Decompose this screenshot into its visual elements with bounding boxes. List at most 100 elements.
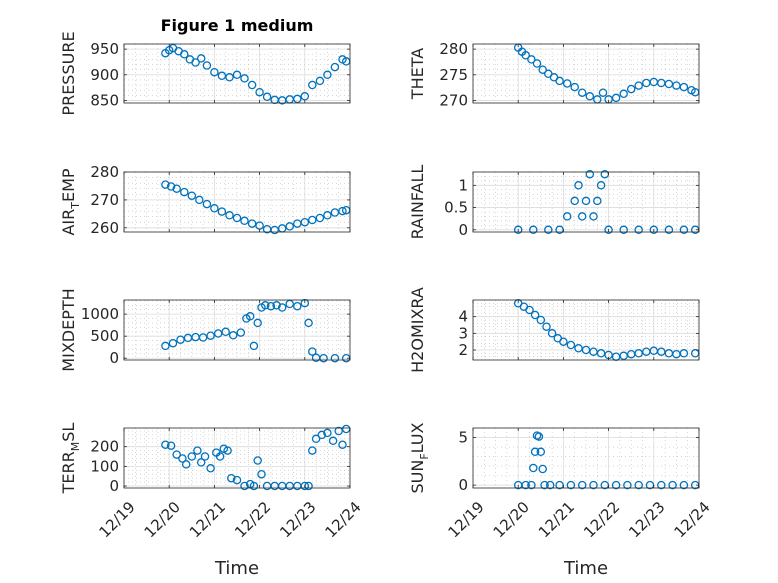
y-axis-label: H2OMIXRA bbox=[408, 287, 427, 373]
data-point bbox=[240, 74, 249, 83]
data-point bbox=[323, 211, 332, 220]
data-point bbox=[228, 331, 238, 340]
x-axis-label: Time bbox=[563, 558, 608, 579]
data-point bbox=[598, 88, 608, 97]
y-tick-label: 1 bbox=[458, 176, 468, 194]
data-point bbox=[213, 329, 223, 338]
data-point bbox=[262, 92, 272, 102]
data-point bbox=[626, 84, 636, 94]
data-point bbox=[521, 480, 530, 490]
data-point bbox=[593, 196, 602, 206]
data-point bbox=[240, 481, 249, 491]
data-points bbox=[161, 298, 351, 363]
x-tick-label: 12/22 bbox=[580, 498, 623, 541]
data-point bbox=[308, 347, 317, 356]
data-point bbox=[330, 353, 340, 363]
data-point bbox=[300, 481, 310, 491]
data-point bbox=[574, 181, 583, 190]
y-tick-label: 0 bbox=[458, 221, 468, 239]
data-point bbox=[253, 318, 262, 328]
data-points bbox=[161, 424, 351, 491]
data-point bbox=[330, 62, 340, 72]
data-point bbox=[559, 337, 568, 346]
y-axis-label: SUNFLUX bbox=[408, 422, 431, 493]
data-point bbox=[338, 206, 347, 216]
data-point bbox=[585, 169, 595, 179]
x-tick-label: 12/19 bbox=[95, 498, 138, 541]
data-point bbox=[300, 217, 310, 227]
data-point bbox=[196, 458, 206, 467]
axes-box bbox=[123, 299, 351, 361]
data-point bbox=[611, 480, 621, 490]
y-tick-label: 270 bbox=[90, 191, 119, 209]
data-point bbox=[300, 298, 310, 308]
data-point bbox=[664, 225, 674, 235]
y-tick-label: 280 bbox=[90, 163, 119, 181]
data-point bbox=[253, 456, 262, 465]
axes-box bbox=[472, 427, 700, 489]
data-point bbox=[649, 225, 659, 235]
data-point bbox=[527, 480, 536, 490]
data-point bbox=[293, 94, 302, 104]
data-point bbox=[527, 55, 536, 64]
data-point bbox=[161, 440, 170, 449]
subplot-pressure: 850 900 950 PRESSURE Figure 1 medium bbox=[59, 16, 351, 116]
gridlines bbox=[124, 43, 350, 103]
gridlines bbox=[473, 300, 699, 361]
y-tick-label: 5 bbox=[458, 429, 468, 447]
data-point bbox=[570, 82, 579, 92]
data-point bbox=[529, 225, 538, 235]
gridlines bbox=[473, 171, 699, 232]
data-point bbox=[513, 225, 523, 235]
data-point bbox=[538, 65, 547, 74]
y-axis-label: TERRMSL bbox=[59, 423, 82, 495]
y-tick-label: 500 bbox=[90, 327, 119, 345]
data-point bbox=[315, 76, 325, 86]
y-tick-label: 200 bbox=[90, 438, 119, 456]
y-axis-label: MIXDEPTH bbox=[59, 288, 78, 371]
data-point bbox=[589, 347, 598, 356]
data-point bbox=[176, 335, 185, 344]
data-point bbox=[581, 345, 591, 355]
x-tick-label: 12/20 bbox=[141, 498, 184, 541]
data-point bbox=[206, 464, 215, 473]
data-point bbox=[200, 452, 210, 461]
data-point bbox=[225, 211, 234, 220]
data-point bbox=[300, 92, 310, 101]
data-point bbox=[334, 426, 343, 436]
y-tick-label: 900 bbox=[90, 66, 119, 84]
axes-box bbox=[472, 43, 700, 104]
data-point bbox=[232, 475, 242, 485]
y-tick-label: 0 bbox=[109, 349, 119, 367]
data-point bbox=[308, 80, 317, 90]
data-point bbox=[540, 480, 549, 490]
data-point bbox=[166, 182, 176, 191]
data-point bbox=[679, 225, 689, 235]
data-point bbox=[217, 207, 227, 216]
data-point bbox=[261, 301, 270, 310]
axes-box bbox=[472, 299, 700, 361]
data-point bbox=[225, 73, 234, 82]
x-tick-label: 12/19 bbox=[444, 498, 487, 541]
data-point bbox=[210, 204, 219, 213]
axes-box bbox=[123, 43, 351, 104]
x-tick-label: 12/22 bbox=[231, 498, 274, 541]
data-point bbox=[589, 212, 598, 221]
y-tick-label: 1000 bbox=[81, 305, 119, 323]
data-point bbox=[180, 50, 189, 59]
data-point bbox=[210, 67, 219, 77]
data-point bbox=[566, 480, 576, 490]
data-point bbox=[555, 76, 564, 86]
data-point bbox=[161, 180, 170, 189]
y-tick-label: 260 bbox=[90, 219, 119, 237]
data-point bbox=[562, 79, 572, 88]
data-point bbox=[619, 225, 628, 235]
data-point bbox=[255, 87, 264, 97]
data-point bbox=[196, 54, 206, 63]
data-point bbox=[577, 480, 587, 490]
data-point bbox=[529, 463, 538, 473]
y-axis-label: PRESSURE bbox=[59, 31, 78, 115]
data-point bbox=[532, 59, 542, 68]
data-point bbox=[187, 452, 197, 461]
subplot-h2omixra: 234 H2OMIXRA bbox=[408, 287, 700, 373]
